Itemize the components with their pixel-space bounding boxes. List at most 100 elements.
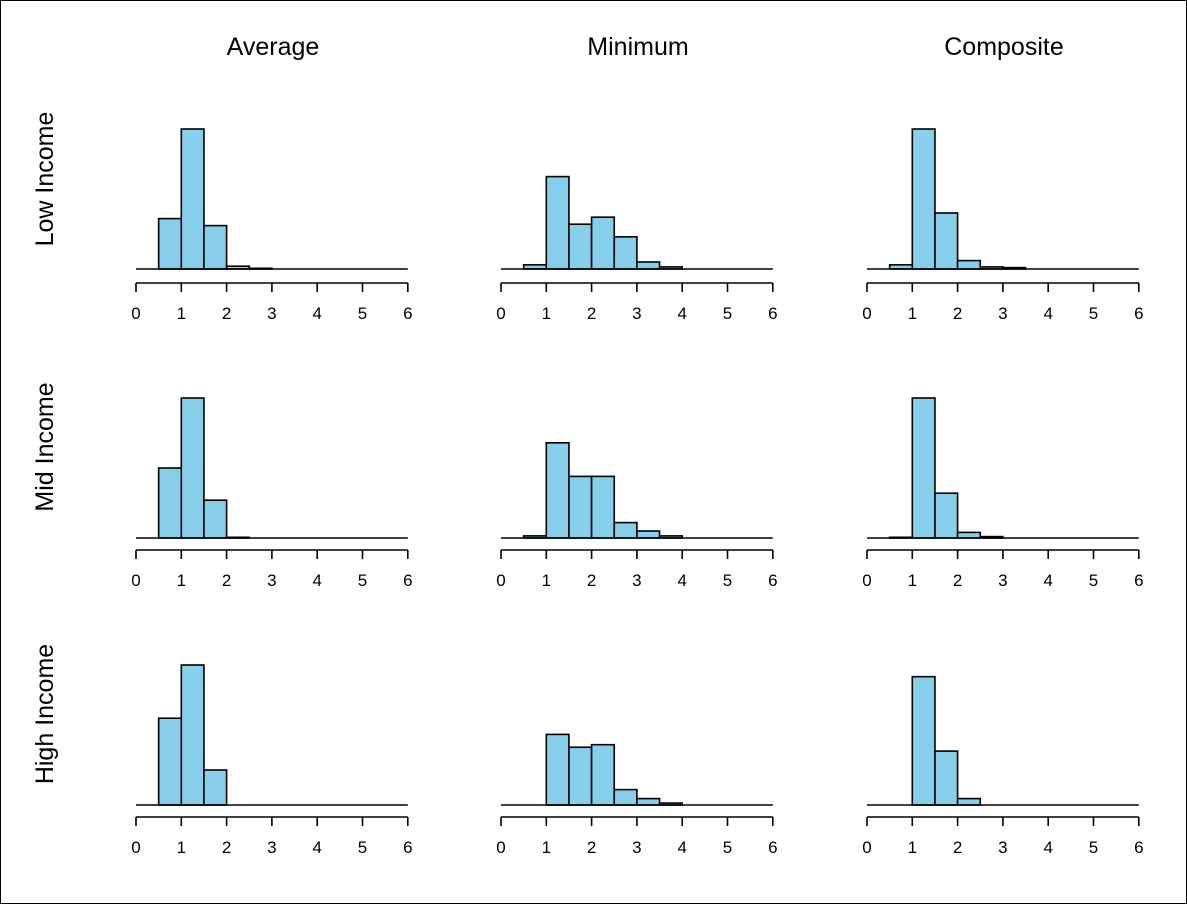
- column-title-minimum: Minimum: [587, 33, 688, 61]
- x-tick-label: 0: [862, 304, 871, 323]
- histogram-bar: [568, 223, 593, 270]
- x-tick-label: 3: [632, 838, 641, 857]
- histogram-bar: [590, 216, 616, 270]
- histogram-bar: [545, 733, 570, 806]
- x-tick-label: 0: [131, 838, 140, 857]
- x-tick-label: 6: [403, 838, 412, 857]
- x-tick-label: 4: [677, 838, 686, 857]
- histogram-bar: [613, 788, 638, 806]
- x-tick-label: 2: [953, 571, 962, 590]
- x-tick-label: 4: [1043, 571, 1052, 590]
- panel-low-income-average: 0 1 2 3 4 5 6: [131, 128, 413, 323]
- x-tick-label: 1: [908, 304, 917, 323]
- x-tick-label: 6: [1134, 571, 1143, 590]
- x-tick-label: 5: [1089, 838, 1098, 857]
- row-title-low-income: Low Income: [31, 112, 59, 247]
- x-tick-label: 0: [862, 571, 871, 590]
- x-tick-label: 4: [1043, 304, 1052, 323]
- x-tick-label: 2: [587, 571, 596, 590]
- column-title-composite: Composite: [944, 33, 1064, 61]
- histogram-bar: [613, 236, 638, 270]
- histogram-bar: [203, 224, 228, 270]
- histogram-bar: [636, 261, 661, 270]
- x-tick-label: 4: [312, 571, 321, 590]
- x-tick-label: 2: [953, 304, 962, 323]
- panel-high-income-minimum: 0 1 2 3 4 5 6: [496, 733, 778, 857]
- histogram-bar: [545, 175, 570, 270]
- histogram-bar: [911, 675, 936, 806]
- x-tick-label: 5: [358, 838, 367, 857]
- histogram-bar: [956, 531, 982, 539]
- row-title-mid-income: Mid Income: [31, 382, 59, 511]
- x-tick-label: 1: [908, 838, 917, 857]
- x-tick-label: 2: [222, 571, 231, 590]
- x-tick-label: 1: [908, 571, 917, 590]
- histogram-bar: [911, 397, 936, 539]
- x-tick-label: 5: [1089, 304, 1098, 323]
- x-tick-label: 6: [768, 304, 777, 323]
- histogram-bar: [203, 499, 228, 539]
- x-tick-label: 6: [403, 304, 412, 323]
- histogram-bar: [180, 397, 205, 539]
- histogram-bar: [180, 664, 205, 806]
- histogram-bar: [157, 717, 183, 806]
- x-tick-label: 0: [496, 571, 505, 590]
- histogram-bar: [568, 475, 593, 539]
- x-tick-label: 1: [177, 571, 186, 590]
- column-title-average: Average: [227, 33, 320, 61]
- x-tick-label: 0: [131, 304, 140, 323]
- x-tick-label: 4: [312, 838, 321, 857]
- histogram-bar: [934, 492, 959, 539]
- x-tick-label: 3: [632, 304, 641, 323]
- x-tick-label: 0: [496, 838, 505, 857]
- histogram-bar: [157, 467, 183, 539]
- histogram-bar: [568, 746, 593, 806]
- x-tick-label: 5: [723, 304, 732, 323]
- histogram-bar: [203, 769, 228, 806]
- x-tick-label: 6: [768, 571, 777, 590]
- histogram-bar: [157, 217, 183, 270]
- x-tick-label: 3: [998, 304, 1007, 323]
- histogram-bar: [590, 475, 616, 539]
- x-tick-label: 1: [177, 304, 186, 323]
- panel-high-income-average: 0 1 2 3 4 5 6: [131, 664, 413, 857]
- x-tick-label: 5: [1089, 571, 1098, 590]
- panel-mid-income-minimum: 0 1 2 3 4 5 6: [496, 441, 778, 590]
- x-tick-label: 5: [358, 304, 367, 323]
- row-title-high-income: High Income: [31, 644, 59, 784]
- panel-high-income-composite: 0 1 2 3 4 5 6: [862, 675, 1144, 857]
- x-tick-label: 3: [998, 838, 1007, 857]
- x-tick-label: 2: [587, 304, 596, 323]
- histogram-bar: [911, 128, 936, 270]
- x-tick-label: 5: [723, 838, 732, 857]
- panel-low-income-minimum: 0 1 2 3 4 5 6: [496, 175, 778, 323]
- histogram-bar: [180, 128, 205, 270]
- x-tick-label: 2: [953, 838, 962, 857]
- x-tick-label: 4: [677, 304, 686, 323]
- x-tick-label: 3: [632, 571, 641, 590]
- histogram-bar: [613, 521, 638, 539]
- x-tick-label: 5: [723, 571, 732, 590]
- histogram-bar: [934, 212, 959, 270]
- x-tick-label: 4: [677, 571, 686, 590]
- x-tick-label: 6: [403, 571, 412, 590]
- x-tick-label: 3: [267, 571, 276, 590]
- x-tick-label: 6: [1134, 304, 1143, 323]
- histogram-bar: [636, 797, 661, 806]
- histogram-bar: [636, 530, 661, 539]
- x-tick-label: 4: [1043, 838, 1052, 857]
- x-tick-label: 0: [496, 304, 505, 323]
- panel-mid-income-average: 0 1 2 3 4 5 6: [131, 397, 413, 590]
- histogram-bar: [934, 750, 959, 806]
- x-tick-label: 4: [312, 304, 321, 323]
- x-tick-label: 0: [862, 838, 871, 857]
- histogram-bar: [545, 441, 570, 539]
- panel-mid-income-composite: 0 1 2 3 4 5 6: [862, 397, 1144, 590]
- x-tick-label: 1: [542, 838, 551, 857]
- x-tick-label: 1: [542, 304, 551, 323]
- x-tick-label: 3: [267, 838, 276, 857]
- histogram-bar: [590, 743, 616, 806]
- x-tick-label: 1: [542, 571, 551, 590]
